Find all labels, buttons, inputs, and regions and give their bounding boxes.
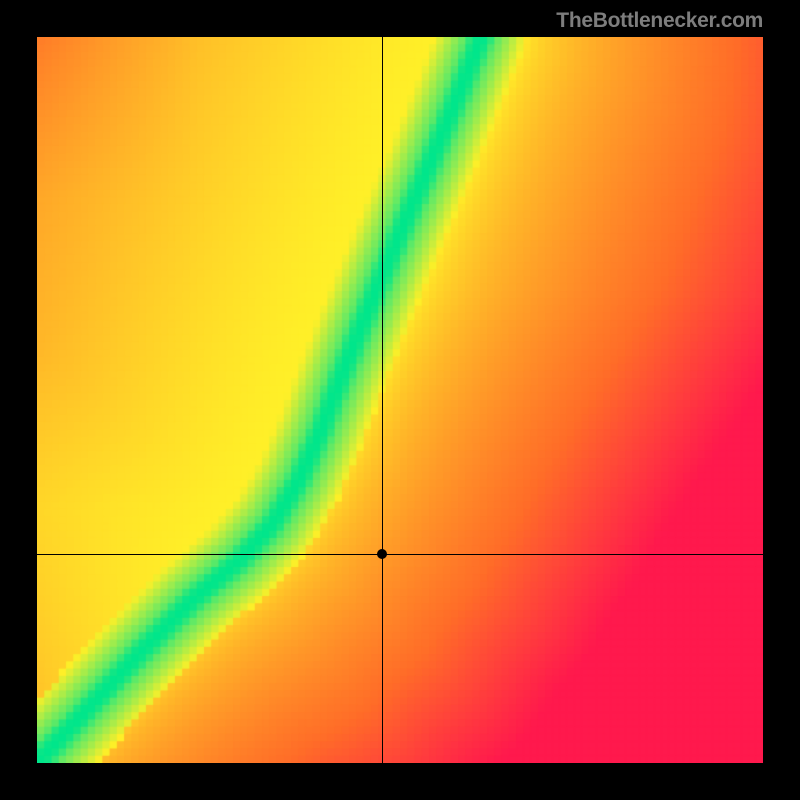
heatmap-canvas	[37, 37, 763, 763]
bottleneck-heatmap	[37, 37, 763, 763]
watermark-text: TheBottlenecker.com	[556, 9, 763, 33]
crosshair-horizontal	[37, 554, 763, 555]
crosshair-marker	[377, 549, 387, 559]
crosshair-vertical	[382, 37, 383, 763]
